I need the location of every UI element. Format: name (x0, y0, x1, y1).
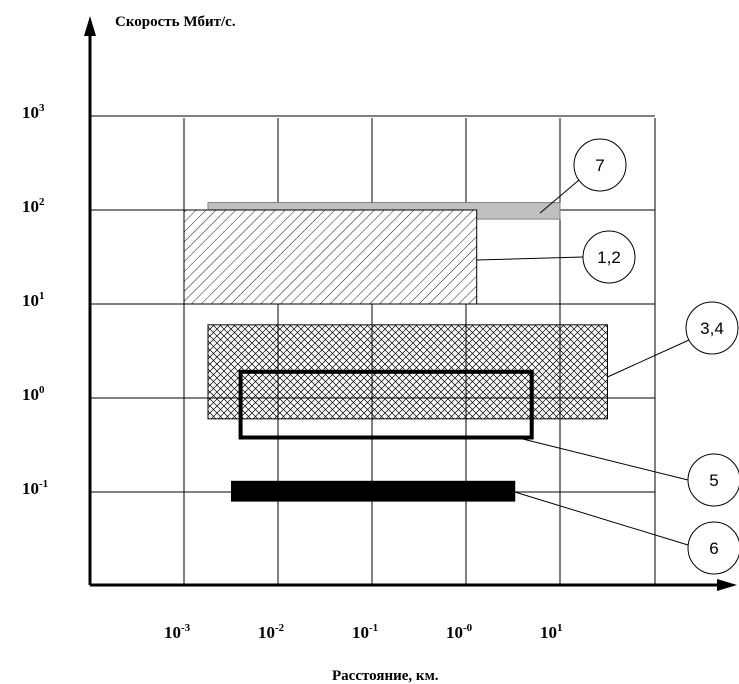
y-tick-label: 10-1 (22, 478, 48, 498)
x-tick-label: 10-1 (352, 622, 378, 642)
y-tick-label: 103 (22, 102, 45, 122)
region-6 (230, 480, 516, 502)
x-tick-label: 101 (540, 622, 563, 642)
callout-circle (687, 453, 739, 507)
x-tick-label: 10-2 (258, 622, 285, 642)
regions (183, 202, 608, 502)
region-1-2 (183, 209, 478, 305)
y-tick-labels: 103 102 101 100 10-1 (22, 102, 48, 498)
callout-leader-line (539, 179, 580, 214)
x-tick-labels: 10-3 10-2 10-1 10-0 101 (164, 622, 563, 642)
callout-label: 1,2 (597, 248, 621, 267)
axes (84, 16, 737, 591)
y-tick-label: 101 (22, 290, 45, 310)
callout-label: 3,4 (700, 319, 724, 338)
y-axis-label: Скорость Мбит/с. (115, 14, 236, 30)
y-tick-label: 102 (22, 196, 45, 216)
callout-label: 7 (595, 156, 604, 175)
callout-leader-line (476, 256, 584, 261)
x-axis-label: Расстояние, км. (332, 668, 439, 684)
x-axis-arrow (717, 579, 737, 591)
region-5 (238, 369, 534, 440)
callout-circle (573, 138, 627, 192)
y-axis-arrow (84, 16, 96, 36)
y-tick-label: 100 (22, 384, 45, 404)
callout-leader-line (516, 437, 689, 481)
callout-label: 6 (709, 539, 718, 558)
callout-circle (687, 521, 739, 575)
callouts: 5 6 7 1,2 3,4 (476, 138, 739, 575)
callout-label: 5 (709, 471, 718, 490)
callout-circle (582, 230, 636, 284)
x-tick-label: 10-0 (446, 622, 473, 642)
x-tick-label: 10-3 (164, 622, 191, 642)
callout-leader-line (607, 339, 690, 378)
callout-leader-line (514, 491, 689, 546)
callout-circle (685, 301, 739, 355)
